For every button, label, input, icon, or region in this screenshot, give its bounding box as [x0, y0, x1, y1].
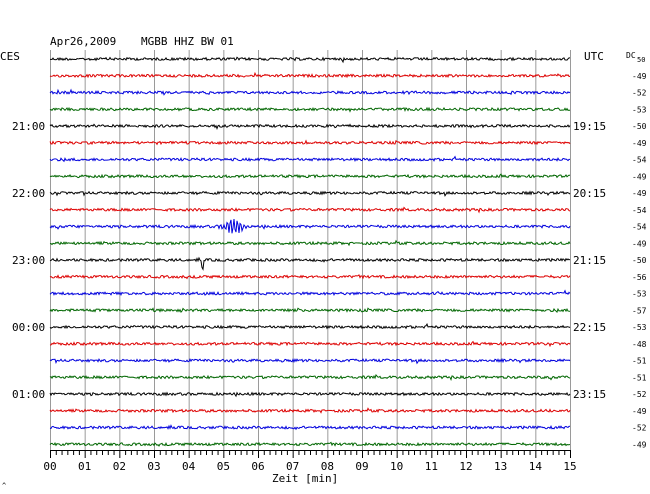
left-hour-label: 21:00 — [12, 120, 45, 133]
trace-5 — [49, 139, 571, 146]
x-tick-label: 15 — [563, 460, 576, 473]
dc-value: -52 — [632, 424, 647, 433]
trace-3 — [49, 106, 571, 113]
trace-17 — [49, 340, 571, 348]
dc-value: -54 — [632, 223, 647, 232]
trace-16 — [49, 322, 571, 330]
dc-value: -53 — [632, 105, 647, 114]
left-hour-label: 01:00 — [12, 388, 45, 401]
trace-0 — [49, 56, 571, 64]
chart-station: MGBB HHZ BW 01 — [141, 35, 234, 48]
dc-value: -52 — [632, 390, 647, 399]
trace-1 — [49, 71, 571, 79]
right-hour-label: 22:15 — [573, 321, 606, 334]
trace-2 — [49, 88, 571, 96]
x-tick-label: 06 — [251, 460, 264, 473]
trace-22 — [49, 424, 571, 431]
x-tick-label: 09 — [355, 460, 368, 473]
dc-value: -54 — [632, 156, 647, 165]
x-tick-label: 08 — [321, 460, 334, 473]
trace-21 — [49, 407, 571, 414]
hour-labels: 21:00 22:00 23:00 00:00 01:00 19:15 20:15 21:15… — [12, 120, 606, 401]
dc-value: -53 — [632, 290, 647, 299]
right-hour-label: 23:15 — [573, 388, 606, 401]
seismic-traces — [49, 56, 571, 447]
x-tick-label: 02 — [113, 460, 126, 473]
x-tick-label: 07 — [286, 460, 299, 473]
right-hour-label: 19:15 — [573, 120, 606, 133]
x-tick-label: 12 — [459, 460, 472, 473]
trace-23 — [49, 441, 571, 447]
dc-value: -57 — [632, 306, 647, 315]
dc-value: -48 — [632, 340, 647, 349]
left-zone-label: CES — [0, 50, 20, 63]
x-tick-label: 10 — [390, 460, 403, 473]
dc-value: -49 — [632, 139, 647, 148]
x-tick-label: 05 — [217, 460, 230, 473]
trace-10 — [49, 218, 571, 234]
right-hour-label: 21:15 — [573, 254, 606, 267]
x-tick-label: 11 — [425, 460, 438, 473]
trace-11 — [49, 239, 571, 247]
dc-label: DC — [626, 51, 636, 60]
corner-mark: ^ — [2, 482, 6, 490]
x-axis-label: Zeit [min] — [272, 472, 338, 485]
dc-value: -52 — [632, 89, 647, 98]
dc-value: -50 — [632, 256, 647, 265]
dc-value: -49 — [632, 407, 647, 416]
dc-value: -51 — [632, 373, 647, 382]
trace-9 — [49, 206, 571, 214]
dc-value: -49 — [632, 440, 647, 449]
dc-value: -56 — [632, 273, 647, 282]
x-tick-label: 03 — [147, 460, 160, 473]
dc-value: -53 — [632, 323, 647, 332]
dc-value: -50 — [632, 122, 647, 131]
trace-15 — [49, 307, 571, 314]
dc-values: -49 -52 -53 -50 -49 -54 -49 -49 -54 -54 -49 -50 -56 -… — [632, 72, 647, 450]
time-axis: 00 01 02 03 04 05 06 07 08 09 10 11 12 13 14 15 — [43, 450, 577, 473]
dc-value: -49 — [632, 189, 647, 198]
dc-value: -49 — [632, 239, 647, 248]
trace-8 — [49, 190, 571, 197]
trace-20 — [49, 391, 571, 398]
dc-value: -51 — [632, 357, 647, 366]
trace-12 — [49, 256, 571, 271]
left-hour-label: 00:00 — [12, 321, 45, 334]
dc-subscript: 50 — [637, 56, 645, 64]
trace-13 — [49, 274, 571, 280]
trace-6 — [49, 155, 571, 163]
trace-4 — [49, 123, 571, 130]
dc-value: -49 — [632, 172, 647, 181]
x-tick-label: 00 — [43, 460, 56, 473]
minute-gridlines — [50, 50, 571, 450]
x-tick-label: 14 — [529, 460, 543, 473]
trace-19 — [49, 373, 571, 382]
right-zone-label: UTC — [584, 50, 604, 63]
dc-value: -49 — [632, 72, 647, 81]
chart-date: Apr26,2009 — [50, 35, 116, 48]
x-tick-label: 01 — [78, 460, 91, 473]
trace-7 — [49, 173, 571, 179]
left-hour-label: 22:00 — [12, 187, 45, 200]
x-tick-label: 13 — [494, 460, 507, 473]
trace-18 — [49, 357, 571, 365]
x-tick-label: 04 — [182, 460, 196, 473]
right-hour-label: 20:15 — [573, 187, 606, 200]
left-hour-label: 23:00 — [12, 254, 45, 267]
dc-value: -54 — [632, 206, 647, 215]
trace-14 — [49, 289, 571, 296]
